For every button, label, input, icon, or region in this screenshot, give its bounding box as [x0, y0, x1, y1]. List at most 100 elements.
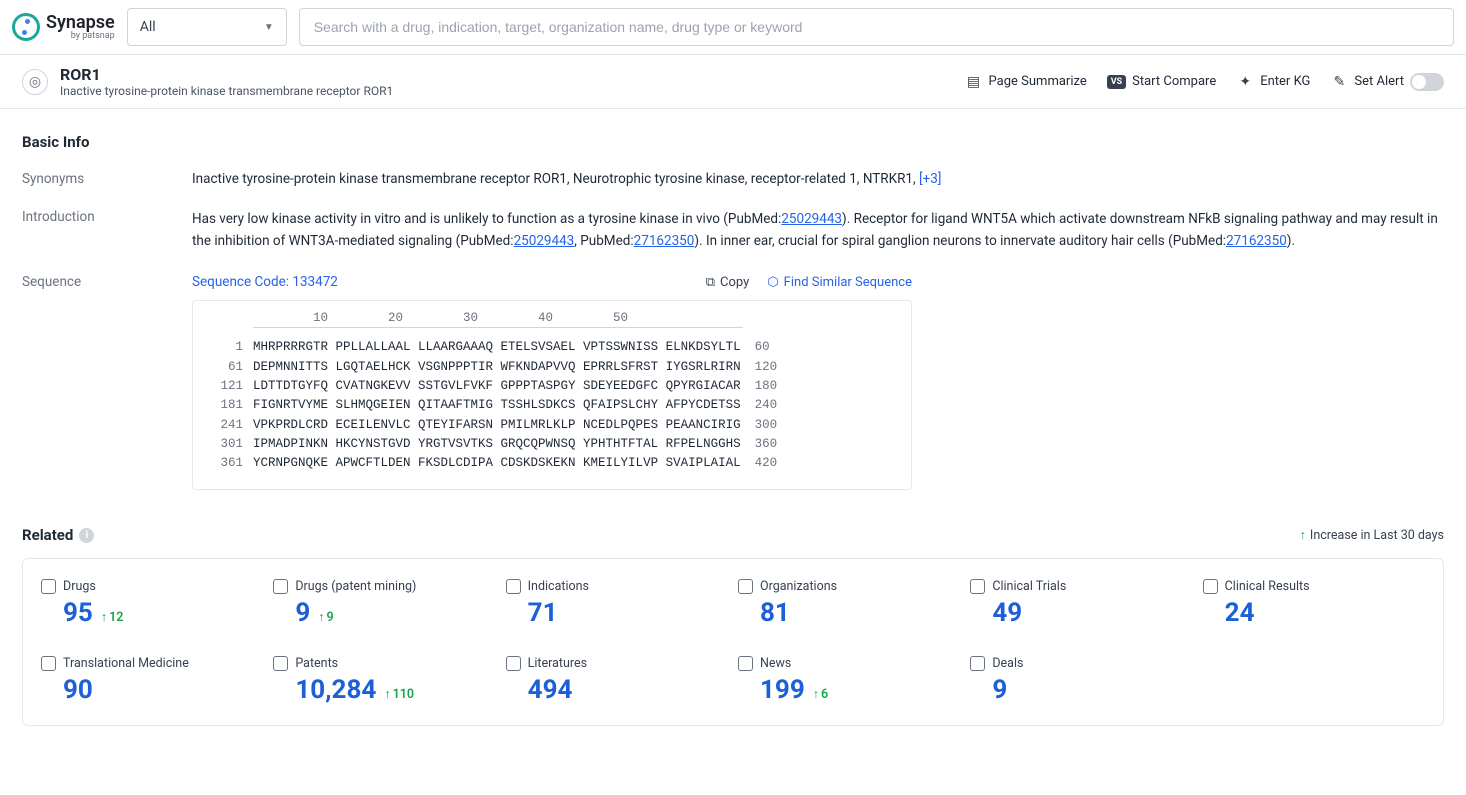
stat-drugs[interactable]: Drugs95↑12 — [41, 579, 263, 628]
stat-label: Literatures — [506, 656, 728, 671]
copy-sequence-button[interactable]: ⧉ Copy — [706, 275, 750, 290]
pubmed-link-4[interactable]: 27162350 — [1226, 233, 1287, 249]
sequence-line: 61DEPMNNITTS LGQTAELHCK VSGNPPPTIR WFKND… — [203, 358, 891, 377]
sequence-ruler: 10 20 30 40 50 — [203, 311, 891, 325]
stat-icon — [738, 656, 753, 671]
intro-text-4: ). In inner ear, crucial for spiral gang… — [694, 233, 1226, 249]
introduction-row: Introduction Has very low kinase activit… — [22, 209, 1444, 252]
intro-text-5: ). — [1287, 233, 1295, 249]
stat-patents[interactable]: Patents 10,284 ↑110 — [273, 656, 495, 705]
stat-icon — [273, 579, 288, 594]
stat-deals[interactable]: Deals 9 — [970, 656, 1192, 705]
stat-delta: ↑110 — [384, 687, 414, 702]
synonyms-label: Synonyms — [22, 171, 192, 187]
stat-drugs-patent-mining-[interactable]: Drugs (patent mining) 9 ↑9 — [273, 579, 495, 628]
sequence-code-link[interactable]: Sequence Code: 133472 — [192, 274, 338, 290]
vs-icon: VS — [1107, 75, 1126, 89]
page-actions: ▤ Page Summarize VS Start Compare ✦ Ente… — [965, 73, 1444, 91]
stat-icon — [41, 579, 56, 594]
brand-logo[interactable]: Synapse by patsnap — [12, 13, 115, 41]
related-title: Related i — [22, 526, 94, 544]
stat-value: 9 — [992, 675, 1007, 705]
stat-label: Drugs — [41, 579, 263, 594]
category-select[interactable]: All ▼ — [127, 8, 287, 46]
search-input[interactable] — [299, 8, 1454, 46]
basic-info-title: Basic Info — [22, 133, 1444, 151]
sequence-ruler-line — [253, 327, 743, 328]
stat-translational-medicine[interactable]: Translational Medicine90 — [41, 656, 263, 705]
stat-literatures[interactable]: Literatures494 — [506, 656, 728, 705]
stat-indications[interactable]: Indications71 — [506, 579, 728, 628]
find-similar-sequence-button[interactable]: ⬡ Find Similar Sequence — [767, 275, 912, 290]
alert-icon: ✎ — [1330, 73, 1348, 91]
arrow-up-icon: ↑ — [813, 687, 819, 702]
sequence-scroll[interactable]: 10 20 30 40 50 1MHRPRRRGTR PPLLALLAAL LL… — [193, 301, 911, 489]
alert-label: Set Alert — [1354, 74, 1404, 89]
arrow-up-icon: ↑ — [101, 610, 107, 625]
page-summarize-button[interactable]: ▤ Page Summarize — [965, 73, 1087, 91]
sequence-line: 181FIGNRTVYME SLHMQGEIEN QITAAFTMIG TSSH… — [203, 396, 891, 415]
stat-icon — [273, 656, 288, 671]
stat-icon — [41, 656, 56, 671]
target-name: ROR1 — [60, 65, 393, 84]
intro-text-1: Has very low kinase activity in vitro an… — [192, 211, 781, 227]
stat-clinical-results[interactable]: Clinical Results24 — [1203, 579, 1425, 628]
target-identity: ◎ ROR1 Inactive tyrosine-protein kinase … — [22, 65, 393, 98]
related-card: Drugs95↑12Drugs (patent mining)9↑9Indica… — [22, 558, 1444, 726]
stat-clinical-trials[interactable]: Clinical Trials49 — [970, 579, 1192, 628]
arrow-up-icon: ↑ — [318, 610, 324, 625]
stat-news[interactable]: News 199 ↑6 — [738, 656, 960, 705]
stat-icon — [506, 656, 521, 671]
stat-value: 9 — [295, 598, 310, 628]
sequence-header: Sequence Code: 133472 ⧉ Copy ⬡ Find Simi… — [192, 274, 912, 290]
synonyms-expand-link[interactable]: [+3] — [919, 171, 941, 187]
synonyms-row: Synonyms Inactive tyrosine-protein kinas… — [22, 171, 1444, 187]
legend-text: Increase in Last 30 days — [1310, 528, 1444, 543]
stat-delta: ↑9 — [318, 610, 333, 625]
pubmed-link-1[interactable]: 25029443 — [781, 211, 842, 227]
pubmed-link-2[interactable]: 25029443 — [514, 233, 575, 249]
stat-value: 199 — [760, 675, 805, 705]
pubmed-link-3[interactable]: 27162350 — [634, 233, 695, 249]
introduction-label: Introduction — [22, 209, 192, 252]
stat-label: Translational Medicine — [41, 656, 263, 671]
logo-text: Synapse by patsnap — [46, 14, 115, 41]
sequence-label: Sequence — [22, 274, 192, 490]
summarize-label: Page Summarize — [989, 74, 1087, 89]
sequence-line: 241VPKPRDLCRD ECEILENVLC QTEYIFARSN PMIL… — [203, 416, 891, 435]
start-compare-button[interactable]: VS Start Compare — [1107, 74, 1217, 89]
stat-label: Organizations — [738, 579, 960, 594]
sequence-line: 121LDTTDTGYFQ CVATNGKEVV SSTGVLFVKF GPPP… — [203, 377, 891, 396]
stat-value: 10,284 — [295, 675, 376, 705]
set-alert-button[interactable]: ✎ Set Alert — [1330, 73, 1444, 91]
stat-icon — [970, 656, 985, 671]
brand-title: Synapse — [46, 14, 115, 32]
chevron-down-icon: ▼ — [264, 22, 274, 33]
stat-organizations[interactable]: Organizations 81 — [738, 579, 960, 628]
related-legend: ↑ Increase in Last 30 days — [1300, 528, 1444, 543]
enter-kg-button[interactable]: ✦ Enter KG — [1236, 73, 1310, 91]
stat-delta: ↑6 — [813, 687, 828, 702]
stat-label: News — [738, 656, 960, 671]
stat-icon — [1203, 579, 1218, 594]
top-bar: Synapse by patsnap All ▼ — [0, 0, 1466, 55]
stat-label: Indications — [506, 579, 728, 594]
alert-toggle[interactable] — [1410, 73, 1444, 91]
synonyms-text: Inactive tyrosine-protein kinase transme… — [192, 171, 919, 187]
find-similar-label: Find Similar Sequence — [784, 275, 912, 290]
stat-label: Deals — [970, 656, 1192, 671]
arrow-up-icon: ↑ — [384, 687, 390, 702]
related-header: Related i ↑ Increase in Last 30 days — [22, 526, 1444, 544]
stat-value: 49 — [992, 598, 1022, 628]
stat-value: 95 — [63, 598, 93, 628]
stat-icon — [738, 579, 753, 594]
compare-label: Start Compare — [1132, 74, 1216, 89]
category-select-label: All — [140, 19, 156, 35]
info-icon[interactable]: i — [79, 528, 94, 543]
stat-label: Drugs (patent mining) — [273, 579, 495, 594]
stat-label: Patents — [273, 656, 495, 671]
similar-icon: ⬡ — [767, 275, 778, 290]
stat-value: 81 — [760, 598, 790, 628]
copy-label: Copy — [720, 275, 749, 290]
stat-icon — [506, 579, 521, 594]
